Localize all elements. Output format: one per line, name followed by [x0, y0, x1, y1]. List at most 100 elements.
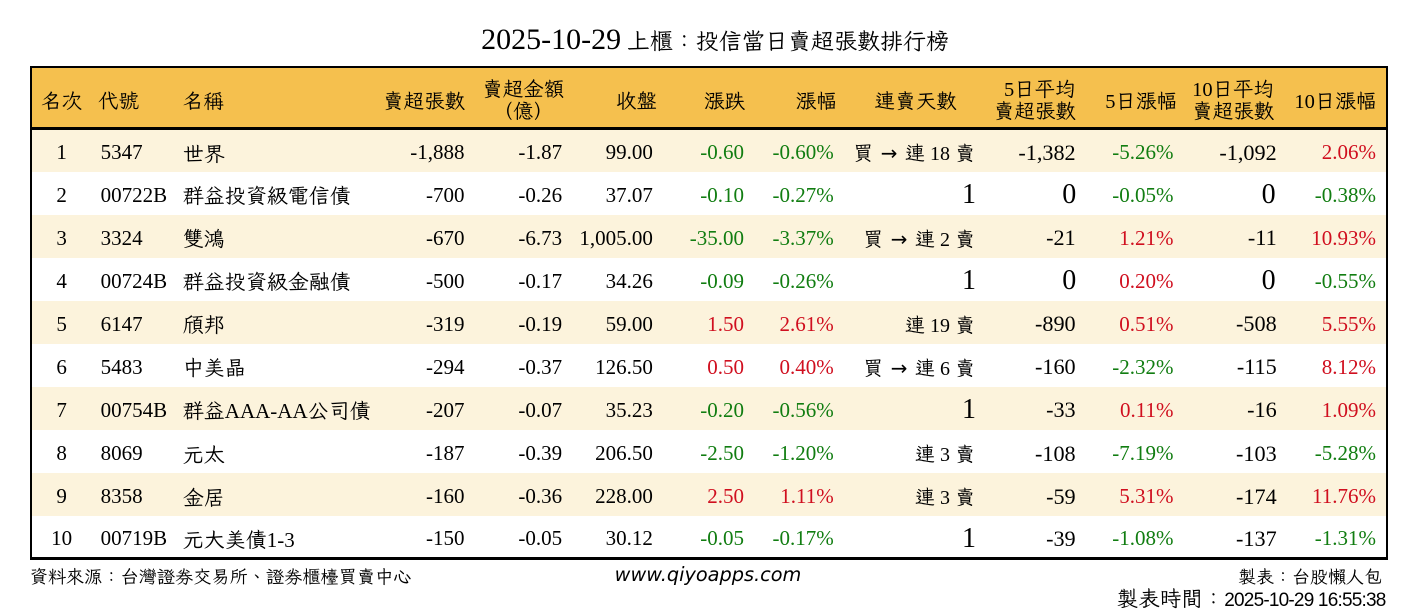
cell-value: -1,888 [410, 140, 465, 165]
cell-close: 206.50 [570, 429, 661, 473]
column-header-close: 收盤 [570, 67, 661, 130]
cell-value: 連 3 賣 [915, 487, 976, 510]
title-date: 2025-10-29 [481, 23, 622, 56]
cell-change: -35.00 [660, 214, 750, 258]
cell-rank: 7 [31, 386, 92, 430]
cell-streak: 買 → 連 2 賣 [844, 214, 983, 258]
cell-rank: 10 [31, 515, 92, 559]
cell-avg5: -39 [982, 515, 1083, 559]
cell-sell_amount: -0.19 [472, 300, 571, 344]
cell-avg10: -103 [1182, 429, 1282, 473]
cell-value: 00719B [100, 526, 168, 551]
cell-close: 1,005.00 [570, 214, 661, 258]
cell-value: 買 → 連 18 賣 [853, 141, 976, 166]
cell-value: 0 [1261, 265, 1276, 297]
cell-name: 元大美債1-3 [176, 515, 367, 559]
cell-value: -0.09 [700, 268, 745, 293]
cell-value: 1 [962, 522, 977, 554]
cell-value: -0.37 [518, 354, 563, 379]
cell-change: -0.10 [660, 171, 750, 215]
cell-value: -0.26 [518, 182, 563, 207]
cell-name: 群益投資級電信債 [176, 171, 367, 215]
cell-change_pct: 0.40% [749, 343, 845, 387]
right-arrow-icon: → [890, 355, 908, 380]
cell-value: 99.00 [605, 140, 653, 165]
cell-value: -39 [1046, 525, 1076, 551]
cell-value: 0 [1062, 265, 1077, 297]
page-title: 2025-10-29 上櫃：投信當日賣超張數排行榜 [7, 16, 1416, 64]
cell-value: 0.20% [1119, 268, 1174, 293]
cell-value: -137 [1236, 525, 1277, 551]
cell-code: 6147 [91, 300, 177, 344]
cell-value: 1 [962, 394, 977, 426]
table-row-rank-4: 4 00724B 群益投資級金融債 -500 -0.17 34.26 -0.09 -0.26%… [31, 257, 1387, 301]
cell-change: 1.50 [660, 300, 750, 344]
column-header-label: 賣超金額 [482, 78, 565, 101]
column-header-streak: 連賣天數 [844, 67, 983, 130]
cell-value: 0.11% [1120, 397, 1174, 422]
cell-sell_amount: -0.36 [472, 472, 571, 516]
cell-code: 00754B [91, 386, 177, 430]
cell-value: -0.07 [518, 397, 563, 422]
cell-value: -0.19 [518, 311, 563, 336]
cell-code: 5483 [91, 343, 177, 387]
cell-value: 世界 [182, 141, 225, 166]
cell-pct10: -0.38% [1281, 171, 1387, 215]
cell-streak: 買 → 連 6 賣 [844, 343, 983, 387]
column-header-pct5: 5日漲幅 [1082, 67, 1183, 130]
cell-value: 5483 [100, 354, 143, 379]
cell-value: -0.60 [700, 140, 745, 165]
cell-streak: 1 [844, 171, 983, 215]
cell-value: -150 [425, 526, 465, 551]
cell-pct5: -7.19% [1082, 429, 1183, 473]
cell-close: 30.12 [570, 515, 661, 559]
column-header-rank: 名次 [31, 67, 92, 130]
cell-rank: 4 [31, 257, 92, 301]
cell-value: 1 [962, 265, 977, 297]
cell-value: -187 [425, 441, 465, 466]
cell-change_pct: 1.11% [749, 472, 845, 516]
cell-code: 00724B [91, 257, 177, 301]
cell-sell_lots: -1,888 [366, 128, 473, 172]
cell-rank: 9 [31, 472, 92, 516]
cell-value: -6.73 [518, 225, 563, 250]
cell-sell_lots: -187 [366, 429, 473, 473]
cell-value: -174 [1236, 483, 1277, 509]
cell-value: -0.10 [700, 182, 745, 207]
cell-value: 1.09% [1321, 397, 1376, 422]
cell-pct5: -1.08% [1082, 515, 1183, 559]
cell-code: 8069 [91, 429, 177, 473]
cell-value: -700 [425, 182, 465, 207]
cell-value: -108 [1034, 440, 1076, 466]
cell-value: -21 [1046, 225, 1076, 251]
cell-avg5: -160 [982, 343, 1083, 387]
cell-value: 8358 [100, 484, 143, 509]
cell-rank: 1 [31, 128, 92, 172]
cell-value: -0.36 [518, 484, 563, 509]
cell-value: 5 [56, 311, 67, 336]
cell-change_pct: -0.17% [749, 515, 845, 559]
cell-change: 0.50 [660, 343, 750, 387]
cell-value: -33 [1046, 397, 1076, 423]
cell-pct5: 0.51% [1082, 300, 1183, 344]
title-text: 上櫃：投信當日賣超張數排行榜 [621, 29, 949, 54]
cell-value: 37.07 [605, 182, 653, 207]
cell-value: -1,092 [1219, 139, 1277, 165]
cell-sell_lots: -150 [366, 515, 473, 559]
cell-pct10: 2.06% [1281, 128, 1387, 172]
cell-value: 1 [962, 179, 977, 211]
cell-value: 30.12 [605, 526, 653, 551]
cell-value: 00754B [100, 397, 168, 422]
cell-value: 5.55% [1321, 311, 1376, 336]
column-header-sell_amount: 賣超金額 （億） [472, 67, 571, 130]
cell-pct5: -0.05% [1082, 171, 1183, 215]
cell-sell_amount: -0.37 [472, 343, 571, 387]
cell-avg5: 0 [982, 171, 1083, 215]
cell-name: 中美晶 [176, 343, 367, 387]
cell-value: -0.27% [772, 182, 834, 207]
cell-change_pct: -3.37% [749, 214, 845, 258]
cell-sell_lots: -207 [366, 386, 473, 430]
cell-value: 群益投資級金融債 [182, 270, 351, 295]
cell-value: 買 → 連 2 賣 [863, 226, 976, 251]
cell-change_pct: -0.56% [749, 386, 845, 430]
